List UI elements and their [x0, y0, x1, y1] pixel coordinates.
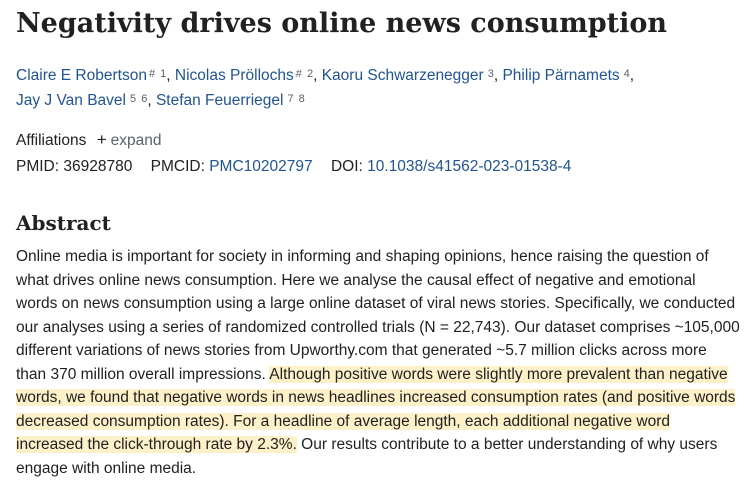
- affiliation-ref[interactable]: 7: [287, 93, 294, 105]
- pmid-label: PMID:: [16, 158, 60, 175]
- author-list: Claire E Robertson # 1, Nicolas Pröllochs…: [16, 67, 635, 109]
- equal-contrib-mark: #: [295, 68, 302, 80]
- author-item: Claire E Robertson # 1: [16, 67, 166, 84]
- author-link[interactable]: Nicolas Pröllochs: [174, 67, 294, 84]
- pmcid-link[interactable]: PMC10202797: [209, 158, 313, 175]
- author-marks: 5 6: [128, 93, 147, 105]
- author-marks: 7 8: [285, 93, 304, 105]
- abstract-body: Online media is important for society in…: [16, 245, 741, 480]
- author-item: Jay J Van Bavel 5 6: [16, 92, 147, 109]
- affiliations-expand-toggle[interactable]: + expand: [96, 130, 162, 149]
- author-link[interactable]: Philip Pärnamets: [502, 67, 620, 84]
- author-item: Kaoru Schwarzenegger 3: [322, 67, 494, 84]
- author-item: Nicolas Pröllochs # 2: [175, 67, 313, 84]
- pmcid-label: PMCID:: [150, 158, 205, 175]
- author-item: Stefan Feuerriegel 7 8: [156, 92, 305, 109]
- abstract-heading: Abstract: [16, 211, 111, 235]
- affiliation-ref[interactable]: 2: [306, 68, 314, 80]
- abstract-text-end: Our results contribute to a better under…: [16, 436, 718, 477]
- author-marks: 3: [486, 68, 494, 80]
- affiliation-ref[interactable]: 8: [298, 93, 305, 105]
- expand-label: expand: [110, 132, 162, 149]
- author-marks: 4: [622, 68, 630, 80]
- affiliation-ref[interactable]: 5: [130, 93, 137, 105]
- author-marks: # 2: [296, 68, 313, 80]
- doi-label: DOI:: [330, 158, 363, 175]
- affiliations-row: Affiliations + expand: [16, 130, 741, 151]
- doi-link[interactable]: 10.1038/s41562-023-01538-4: [367, 158, 572, 175]
- author-item: Philip Pärnamets 4: [502, 67, 629, 84]
- author-link[interactable]: Claire E Robertson: [16, 67, 147, 84]
- affiliations-label: Affiliations: [16, 132, 87, 149]
- identifiers-row: PMID: 36928780 PMCID: PMC10202797 DOI: 1…: [16, 157, 741, 177]
- equal-contrib-mark: #: [148, 68, 156, 80]
- author-marks: # 1: [149, 68, 166, 80]
- pmid-value: 36928780: [63, 158, 133, 175]
- affiliation-ref[interactable]: 3: [487, 68, 494, 80]
- affiliation-ref[interactable]: 4: [623, 68, 630, 80]
- plus-icon: +: [96, 130, 107, 149]
- article-title: Negativity drives online news consumptio…: [16, 8, 668, 39]
- abstract-text: Online media is important for society in…: [16, 248, 740, 383]
- affiliation-ref[interactable]: 6: [141, 93, 148, 105]
- author-link[interactable]: Stefan Feuerriegel: [155, 92, 284, 109]
- author-link[interactable]: Kaoru Schwarzenegger: [321, 67, 484, 84]
- affiliation-ref[interactable]: 1: [160, 68, 167, 80]
- author-link[interactable]: Jay J Van Bavel: [16, 92, 126, 109]
